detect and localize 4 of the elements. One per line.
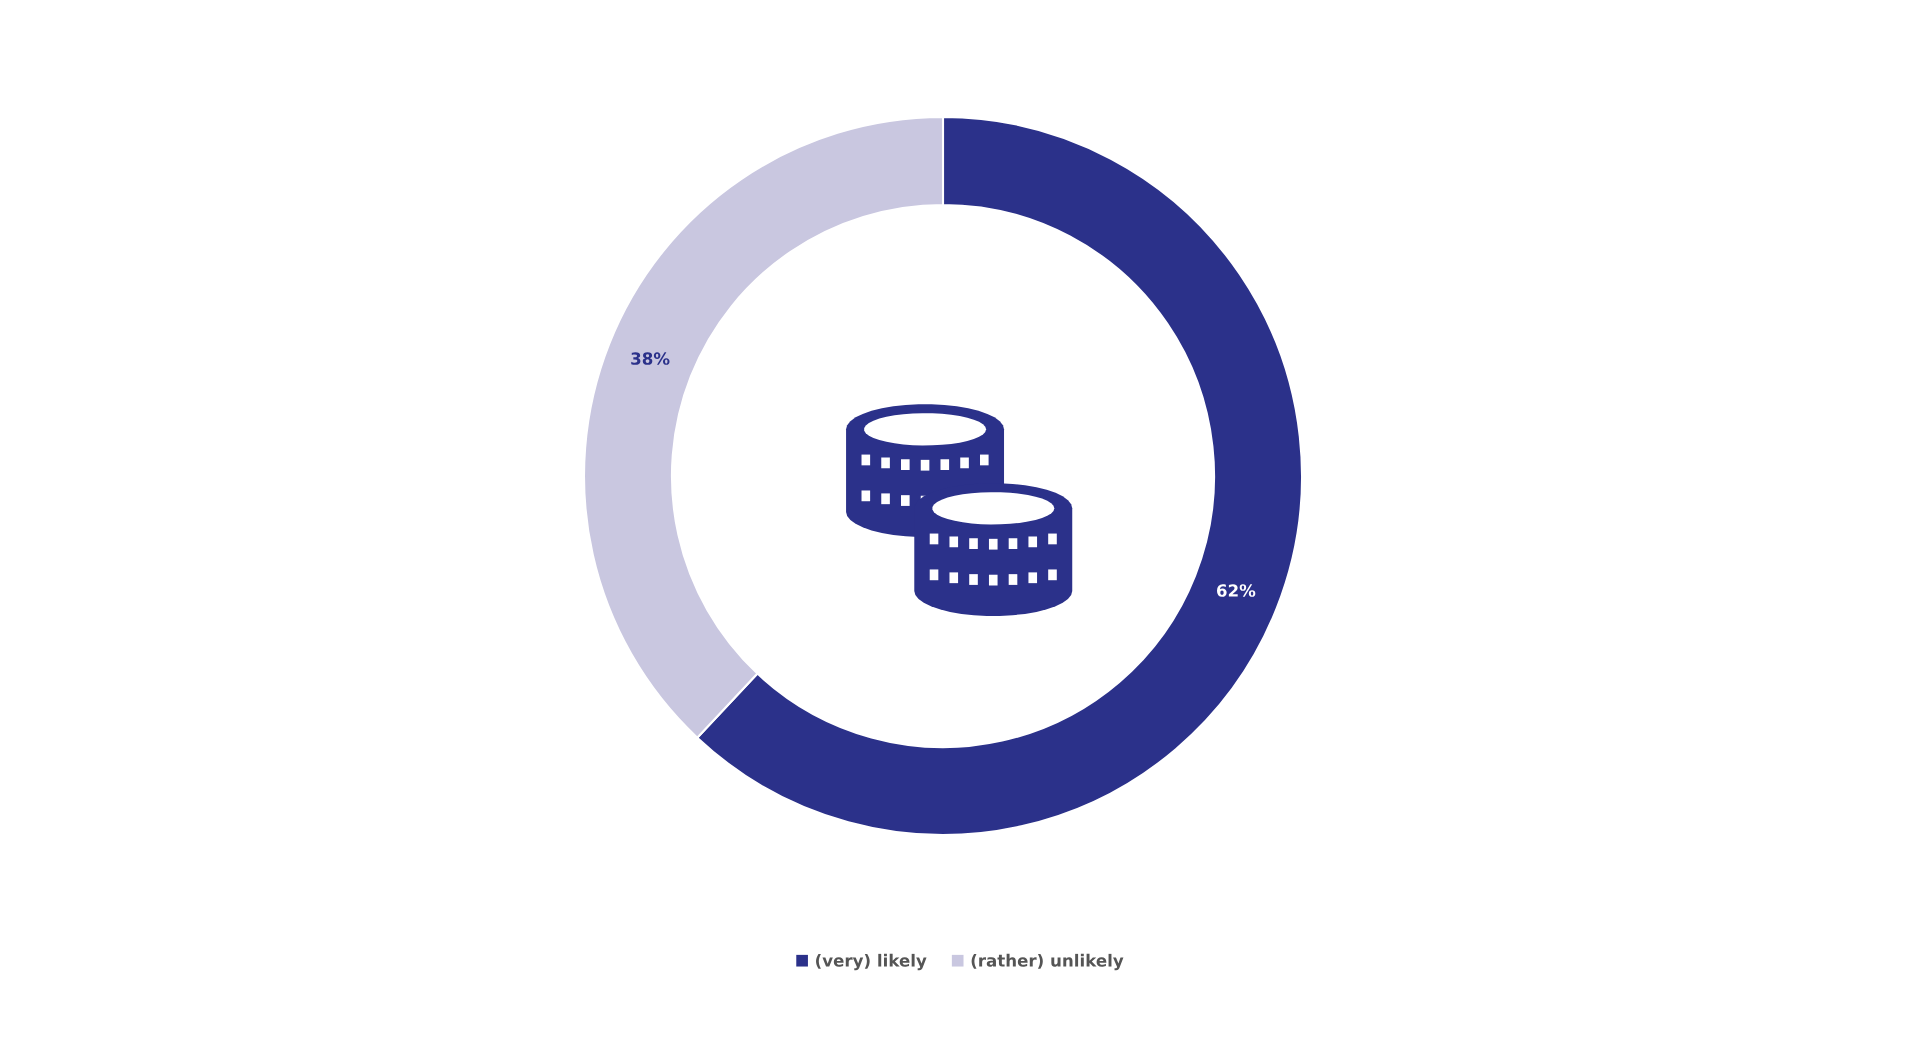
legend-label: (rather) unlikely <box>971 953 1124 971</box>
data-label: 38% <box>631 352 670 365</box>
legend-label: (very) likely <box>816 953 927 971</box>
data-label: 62% <box>1216 584 1256 597</box>
